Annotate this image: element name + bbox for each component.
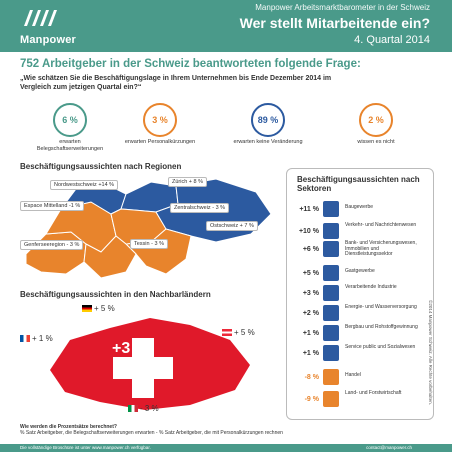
stat-nochange: 89 % erwarten keine Veränderung (228, 103, 308, 146)
france-flag-icon (20, 335, 30, 343)
region-label: Zentralschweiz - 3 % (170, 203, 230, 213)
header-kicker: Manpower Arbeitsmarktbarometer in der Sc… (255, 3, 430, 12)
truck-icon (323, 223, 339, 239)
contact-email[interactable]: contact@manpower.ch (366, 445, 412, 450)
sector-label: Handel (345, 372, 361, 378)
france-pct: + 1 % (32, 334, 53, 343)
sector-value: +3 % (302, 290, 319, 297)
germany-pct: + 5 % (94, 304, 115, 313)
sector-label: Service public und Sozialwesen (345, 344, 416, 350)
stat-cuts: 3 % erwarten Personalkürzungen (120, 103, 200, 146)
italy-pct: - 3 % (140, 404, 159, 413)
austria-flag-icon (222, 329, 232, 337)
stat-label: erwarten keine Veränderung (233, 139, 303, 145)
region-label: Tessin - 3 % (130, 239, 168, 249)
lightbulb-icon (323, 305, 339, 321)
sectors-panel: Beschäftigungsaussichten nach Sektoren +… (286, 168, 434, 420)
sector-label: Verkehr- und Nachrichtenwesen (345, 222, 417, 228)
regions-title: Beschäftigungsaussichten nach Regionen (20, 162, 182, 171)
region-label: Ostschweiz + 7 % (206, 221, 258, 231)
sector-value: +1 % (302, 350, 319, 357)
flag-cross-horizontal (113, 357, 173, 379)
sector-value: -9 % (304, 396, 319, 403)
germany-flag-icon (82, 305, 92, 313)
copyright: ©2014 Manpower Schweiz. Alle Rechte vorb… (428, 300, 433, 405)
sector-label: Land- und Forstwirtschaft (345, 390, 402, 396)
sector-label: Bank- und Versicherungswesen, Immobilien… (345, 240, 417, 257)
sector-value: +2 % (302, 310, 319, 317)
sector-value: +10 % (298, 228, 319, 235)
region-label: Genferseeregion - 3 % (20, 240, 84, 250)
france-value: + 1 % (20, 334, 53, 343)
cutlery-icon (323, 265, 339, 281)
stat-label: erwarten Personalkürzungen (124, 139, 196, 145)
stat-label: erwarten Belegschaftserweiterungen (36, 139, 104, 152)
tractor-icon (323, 391, 339, 407)
sector-label: Gastgewerbe (345, 268, 375, 274)
sector-label: Verarbeitende Industrie (345, 284, 397, 290)
brand-name: Manpower (20, 34, 76, 46)
sector-label: Baugewerbe (345, 204, 374, 210)
stat-circle: 3 % (143, 103, 177, 137)
sector-value: -8 % (304, 374, 319, 381)
switzerland-value: +3 % (112, 340, 149, 357)
sector-row: +1 % Service public und Sozialwesen (291, 344, 431, 365)
sector-row: +6 % Bank- und Versicherungswesen, Immobi… (291, 240, 431, 261)
sector-row: +11 % Baugewerbe (291, 201, 431, 221)
cart-icon (323, 369, 339, 385)
sector-row: +1 % Bergbau und Rohstoffgewinnung (291, 324, 431, 345)
bank-icon (323, 241, 339, 257)
region-label: Espace Mittelland -1 % (20, 201, 85, 211)
footnote: Wie werden die Prozentsätze berechnet? %… (20, 424, 430, 436)
manpower-logo-icon (24, 10, 57, 26)
sector-row: -9 % Land- und Forstwirtschaft (291, 390, 431, 411)
neighbors-title: Beschäftigungsaussichten in den Nachbarl… (20, 290, 211, 299)
italy-flag-icon (128, 405, 138, 413)
region-label: Nordwestschweiz +14 % (50, 180, 119, 190)
region-label: Zürich + 8 % (168, 177, 208, 187)
footnote-question: Wie werden die Prozentsätze berechnet? (20, 424, 117, 430)
stat-unknown: 2 % wissen es nicht (336, 103, 416, 146)
survey-question: „Wie schätzen Sie die Beschäftigungslage… (20, 75, 332, 91)
stat-label: wissen es nicht (357, 139, 395, 145)
crane-icon (323, 201, 339, 217)
footnote-answer: % Satz Arbeitgeber, die Belegschaftserwe… (20, 430, 283, 436)
factory-icon (323, 285, 339, 301)
stat-circle: 6 % (53, 103, 87, 137)
page-title: Wer stellt Mitarbeitende ein? (239, 15, 430, 31)
period-label: 4. Quartal 2014 (354, 34, 430, 46)
sector-row: -8 % Handel (291, 369, 431, 389)
sector-value: +6 % (302, 246, 319, 253)
helmet-icon (323, 325, 339, 341)
region-wallis (83, 235, 137, 279)
sector-label: Bergbau und Rohstoffgewinnung (345, 324, 418, 330)
sector-row: +2 % Energie- und Wasserversorgung (291, 304, 431, 325)
sector-label: Energie- und Wasserversorgung (345, 304, 417, 310)
germany-value: + 5 % (82, 304, 115, 313)
sector-row: +10 % Verkehr- und Nachrichtenwesen (291, 222, 431, 243)
headline: 752 Arbeitgeber in der Schweiz beantwort… (20, 58, 361, 70)
brochure-link[interactable]: Die vollständige Broschüre ist unter www… (20, 445, 151, 450)
sectors-title: Beschäftigungsaussichten nach Sektoren (297, 175, 420, 193)
sector-value: +5 % (302, 270, 319, 277)
stat-circle: 89 % (251, 103, 285, 137)
region-genferseeregion (25, 231, 87, 275)
footer-bar: Die vollständige Broschüre ist unter www… (0, 444, 452, 452)
sector-row: +5 % Gastgewerbe (291, 265, 431, 285)
sector-value: +1 % (302, 330, 319, 337)
sector-value: +11 % (299, 206, 319, 213)
region-tessin (124, 228, 192, 275)
stat-growth: 6 % erwarten Belegschaftserweiterungen (30, 103, 110, 152)
stat-circle: 2 % (359, 103, 393, 137)
header: Manpower Manpower Arbeitsmarktbarometer … (0, 0, 452, 52)
austria-pct: + 5 % (234, 328, 255, 337)
italy-value: - 3 % (128, 404, 159, 413)
swiss-flag-map (50, 318, 250, 410)
people-icon (323, 345, 339, 361)
sector-row: +3 % Verarbeitende Industrie (291, 284, 431, 305)
austria-value: + 5 % (222, 328, 255, 337)
